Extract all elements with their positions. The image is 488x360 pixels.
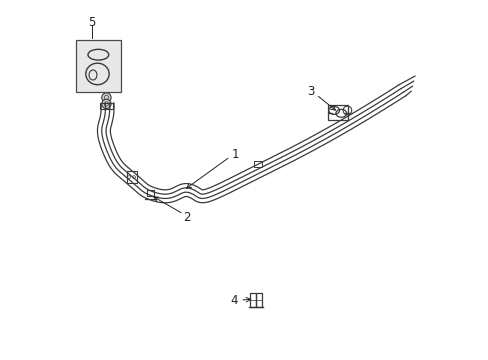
- Text: 1: 1: [231, 148, 239, 161]
- Bar: [255, 293, 262, 307]
- Circle shape: [102, 99, 111, 109]
- Bar: [249, 293, 255, 307]
- Bar: [100, 103, 113, 109]
- Text: 4: 4: [230, 294, 238, 307]
- Text: 3: 3: [307, 85, 314, 98]
- Bar: [254, 161, 262, 167]
- Text: 5: 5: [88, 17, 96, 30]
- Circle shape: [102, 93, 111, 102]
- Bar: [126, 171, 136, 183]
- Bar: [146, 190, 154, 197]
- Bar: [76, 40, 121, 92]
- Text: 2: 2: [183, 211, 190, 224]
- Bar: [328, 105, 347, 121]
